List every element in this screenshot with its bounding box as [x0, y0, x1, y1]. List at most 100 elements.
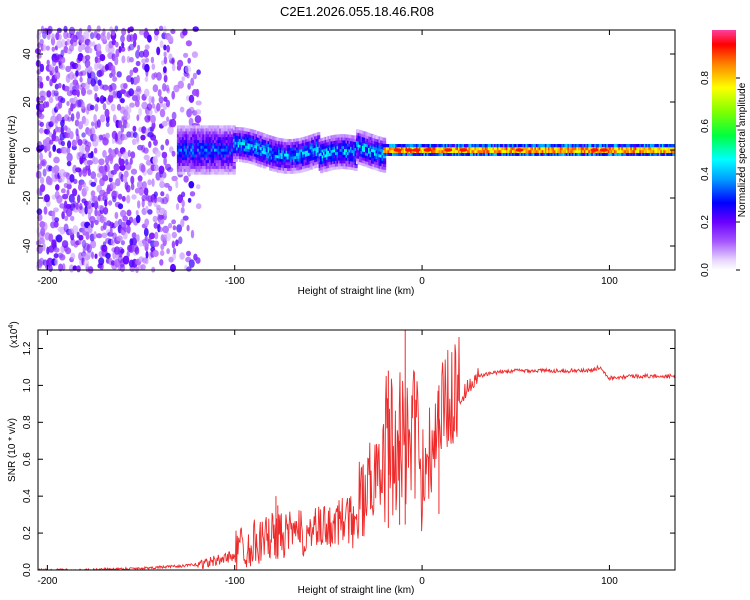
- spectrogram-cell: [205, 145, 209, 149]
- spectrogram-cell: [126, 55, 131, 64]
- spectrogram-cell: [217, 134, 221, 138]
- spectrogram-cell: [137, 44, 141, 52]
- spectrogram-cell: [51, 210, 56, 217]
- spectrogram-cell: [222, 131, 226, 135]
- spectrogram-cell: [203, 159, 208, 164]
- spectrogram-cell: [222, 128, 226, 132]
- spectrogram-cell: [168, 185, 173, 192]
- spectrogram-cell: [383, 140, 387, 144]
- spectrogram-cell: [217, 148, 221, 152]
- spectrogram-cell: [229, 162, 233, 166]
- spectrogram-cell: [152, 84, 159, 93]
- spectrogram-cell: [205, 148, 209, 152]
- spectrogram-cell: [171, 90, 175, 100]
- spectrogram-cell: [142, 181, 147, 189]
- spectrogram-cell: [128, 43, 135, 51]
- spectrogram-cell: [147, 209, 153, 215]
- spectrogram-cell: [182, 142, 186, 146]
- spectrogram-cell: [136, 180, 144, 190]
- spectrogram-cell: [187, 139, 191, 143]
- spectrogram-cell: [143, 187, 149, 196]
- spectrogram-cell: [198, 162, 202, 166]
- spectrogram-cell: [215, 151, 219, 155]
- spectrogram-cell: [197, 136, 201, 141]
- spectrogram-cell: [219, 159, 223, 164]
- spectrogram-cell: [46, 257, 54, 267]
- spectrogram-cell: [176, 128, 181, 132]
- spectrogram-cell: [84, 54, 91, 61]
- spectrogram-cell: [176, 224, 183, 233]
- spectrogram-cell: [120, 240, 125, 246]
- spectrogram-cell: [183, 131, 187, 135]
- spectrogram-cell: [185, 162, 189, 166]
- spectrogram-cell: [66, 146, 71, 155]
- spectrogram-cell: [225, 159, 229, 164]
- spectrogram-cell: [99, 54, 106, 62]
- spectrogram-cell: [180, 154, 184, 158]
- spectrogram-cell: [212, 148, 216, 152]
- spectrogram-cell: [217, 159, 221, 164]
- spectrogram-cell: [383, 137, 387, 141]
- spectrogram-cell: [224, 136, 228, 141]
- spectrogram-cell: [224, 157, 228, 161]
- spectrogram-cell: [176, 145, 181, 149]
- spectrogram-cell: [175, 180, 179, 189]
- spectrogram-cell: [205, 159, 209, 164]
- spectrogram-cell: [78, 234, 84, 241]
- spectrogram-cell: [251, 161, 255, 165]
- spectrogram-cell: [89, 127, 96, 136]
- spectrogram-cell: [98, 257, 105, 266]
- spectrogram-cell: [176, 162, 181, 166]
- spectrogram-cell: [123, 83, 128, 89]
- y-tick-label: 1.0: [22, 378, 33, 392]
- spectrogram-cell: [42, 44, 47, 51]
- spectrogram-cell: [190, 148, 194, 152]
- spectrogram-cell: [202, 125, 206, 129]
- spectrogram-cell: [102, 191, 108, 198]
- spectrogram-cell: [350, 166, 354, 170]
- spectrogram-cell: [202, 168, 206, 172]
- spectrogram-cell: [205, 136, 209, 141]
- spectrogram-cell: [93, 76, 98, 85]
- spectrogram-cell: [165, 193, 170, 203]
- spectrogram-cell: [198, 131, 202, 135]
- spectrogram-cell: [69, 131, 74, 140]
- spectrogram-cell: [197, 139, 201, 143]
- spectrogram-cell: [67, 116, 72, 122]
- spectrogram-cell: [60, 140, 65, 147]
- spectrogram-cell: [96, 233, 103, 239]
- spectrogram-cell: [156, 46, 161, 56]
- spectrogram-cell: [136, 74, 140, 84]
- spectrogram-cell: [53, 247, 60, 253]
- spectrogram-cell: [219, 162, 223, 166]
- spectrogram-cell: [103, 96, 107, 102]
- spectrogram-cell: [183, 134, 187, 138]
- spectrogram-cell: [187, 148, 191, 152]
- spectrogram-cell: [187, 165, 191, 169]
- spectrogram-cell: [180, 165, 184, 169]
- spectrogram-cell: [383, 155, 387, 159]
- spectrogram-cell: [160, 191, 165, 197]
- spectrogram-cell: [188, 171, 192, 175]
- spectrogram-cell: [160, 243, 165, 251]
- spectrogram-cell: [214, 131, 218, 135]
- spectrogram-cell: [225, 148, 229, 152]
- spectrogram-cell: [182, 171, 186, 175]
- spectrogram-cell: [178, 134, 182, 138]
- spectrogram-cell: [187, 145, 191, 149]
- spectrogram-cell: [192, 125, 196, 129]
- spectrogram-cell: [178, 236, 183, 245]
- spectrogram-cell: [72, 103, 76, 109]
- spectrogram-cell: [151, 178, 155, 187]
- spectrogram-cell: [51, 239, 57, 249]
- spectrogram-cell: [187, 136, 191, 141]
- spectrogram-cell: [205, 171, 209, 175]
- spectrogram-cell: [229, 145, 233, 149]
- spectrogram-cell: [207, 162, 211, 166]
- spectrogram-cell: [69, 71, 74, 81]
- spectrogram-cell: [212, 139, 216, 143]
- spectrogram-cell: [198, 171, 202, 175]
- spectrogram-cell: [44, 128, 50, 135]
- spectrogram-cell: [173, 84, 180, 93]
